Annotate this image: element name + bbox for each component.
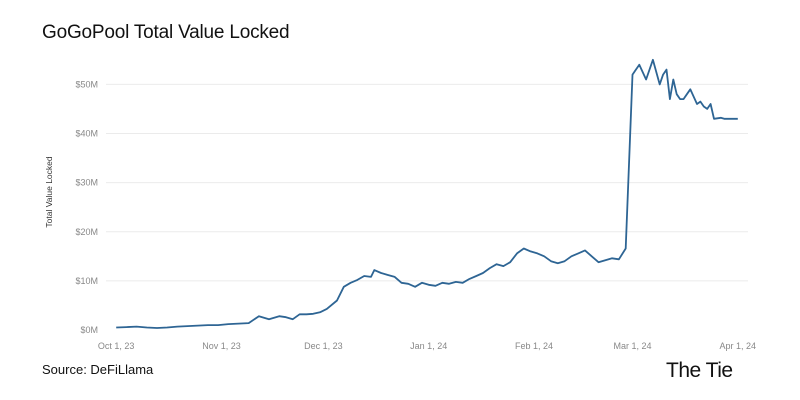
y-tick-label: $10M: [75, 276, 98, 286]
y-tick-label: $30M: [75, 178, 98, 188]
y-axis-ticks: $0M $10M $20M $30M $40M $50M: [75, 79, 98, 335]
x-tick-label: Oct 1, 23: [98, 341, 135, 351]
gridlines: [106, 83, 748, 282]
series-line-tvl: [116, 58, 738, 329]
y-tick-label: $50M: [75, 79, 98, 89]
y-tick-label: $0M: [80, 325, 98, 335]
x-tick-label: Jan 1, 24: [410, 341, 447, 351]
source-label: Source: DeFiLlama: [42, 362, 154, 377]
x-tick-label: Feb 1, 24: [515, 341, 553, 351]
x-tick-label: Apr 1, 24: [720, 341, 757, 351]
x-tick-label: Dec 1, 23: [304, 341, 343, 351]
x-tick-label: Mar 1, 24: [613, 341, 651, 351]
y-axis-title: Total Value Locked: [44, 156, 54, 227]
x-axis-ticks: Oct 1, 23 Nov 1, 23 Dec 1, 23 Jan 1, 24 Feb …: [98, 341, 756, 351]
y-tick-label: $20M: [75, 227, 98, 237]
y-tick-label: $40M: [75, 129, 98, 139]
chart-title: GoGoPool Total Value Locked: [42, 22, 290, 43]
brand-logo: The Tie: [666, 359, 733, 382]
x-tick-label: Nov 1, 23: [202, 341, 241, 351]
